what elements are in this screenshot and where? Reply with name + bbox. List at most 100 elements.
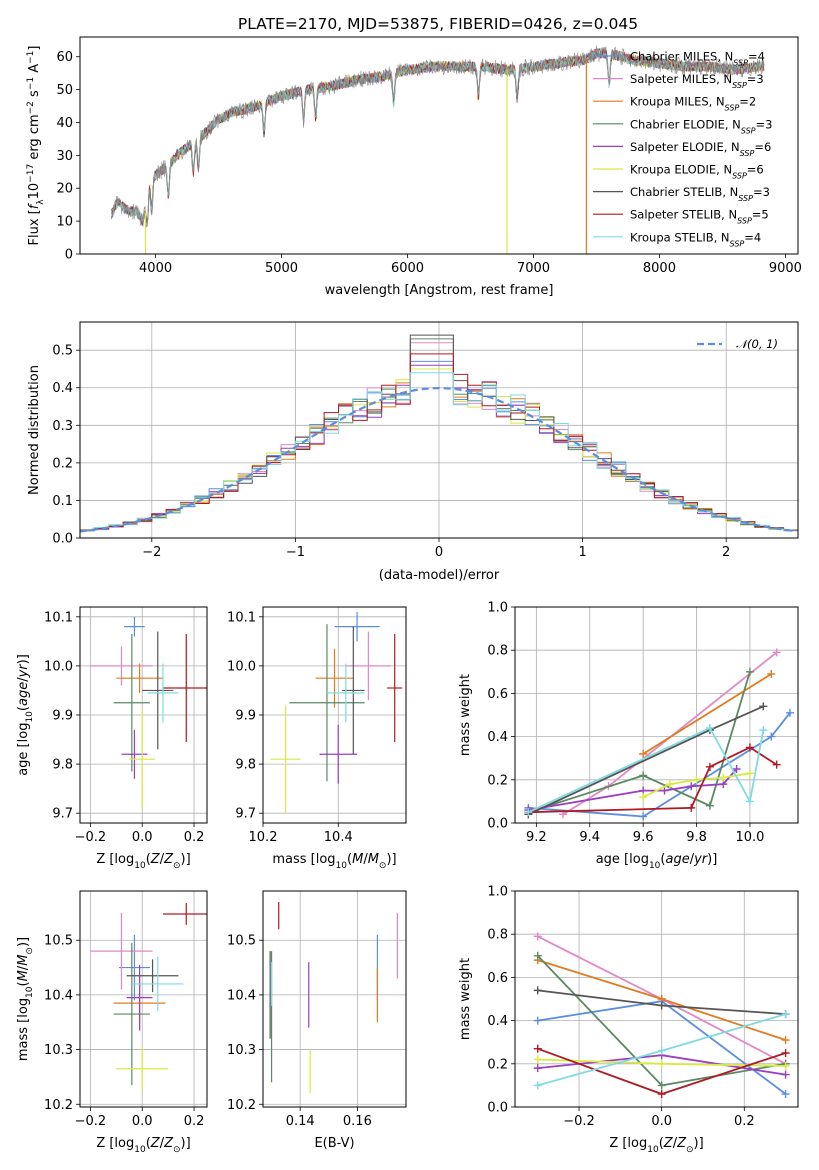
axes-frame: [79, 606, 208, 824]
y-tick-label: 1.0: [487, 885, 508, 900]
x-tick-label: −1: [286, 545, 305, 560]
series-marker: [705, 762, 714, 771]
y-tick-label: 10.0: [44, 659, 73, 674]
x-tick-label: 10.4: [324, 830, 353, 845]
x-tick-label: 6000: [391, 261, 424, 276]
series-marker: [657, 1046, 666, 1055]
legend-entry: Salpeter MILES, NSSP=3: [630, 72, 764, 90]
y-tick-label: 60: [56, 50, 73, 65]
series-marker: [732, 765, 741, 773]
x-tick-label: 8000: [643, 261, 676, 276]
series-marker: [533, 986, 542, 995]
y-axis-label: mass weight: [458, 674, 473, 756]
axes-frame: [262, 606, 407, 824]
x-tick-label: 0.0: [651, 1114, 672, 1129]
series-marker: [719, 773, 728, 782]
line-series-chabrier-miles: [528, 712, 791, 818]
y-axis-label: mass weight: [458, 958, 473, 1040]
x-tick-label: 0: [435, 545, 443, 560]
y-tick-label: 0.1: [52, 494, 73, 509]
y-tick-label: 0.8: [487, 928, 508, 943]
y-tick-label: 0.4: [52, 381, 73, 396]
x-tick-label: −0.2: [75, 830, 107, 845]
age-vs-Z-panel: −0.2 0.0 0.2 9.7 9.8 9.9 10.0 10.1: [44, 606, 208, 845]
series-marker: [533, 1044, 542, 1053]
x-axis-label: age [log10(age/yr)]: [596, 852, 718, 871]
series-marker: [687, 803, 696, 812]
y-tick-label: 9.7: [52, 807, 73, 822]
series-marker: [772, 760, 781, 769]
y-tick-label: 0.2: [487, 773, 508, 788]
y-tick-label: 9.9: [52, 709, 73, 724]
line-series-salpeter-elodie: [528, 768, 738, 811]
y-tick-label: 10.2: [227, 1098, 256, 1113]
series-marker: [772, 648, 781, 657]
y-tick-label: 20: [56, 182, 73, 197]
series-marker: [660, 786, 669, 795]
x-tick-label: 9.6: [633, 830, 654, 845]
plot-area: [111, 45, 765, 254]
x-tick-label: −0.2: [563, 1114, 595, 1129]
mass-weight-vs-age-panel: 9.2 9.4 9.6 9.8 10.0 0.0 0.2 0.4 0.6 0.8 1.0: [487, 601, 799, 845]
series-marker: [781, 1061, 790, 1070]
y-tick-label: 10.4: [44, 988, 73, 1003]
legend-entry: Kroupa MILES, NSSP=2: [630, 95, 756, 113]
series-marker: [759, 726, 768, 735]
series-marker: [745, 743, 754, 752]
plot-area: [524, 648, 794, 821]
series-marker: [785, 708, 794, 717]
series-marker: [533, 951, 542, 960]
series-marker: [657, 1090, 666, 1099]
y-tick-label: 0.6: [487, 687, 508, 702]
y-tick-label: 0.0: [52, 532, 73, 547]
x-tick-label: 9.2: [526, 830, 547, 845]
x-tick-label: 9.4: [579, 830, 600, 845]
series-marker: [705, 801, 714, 810]
y-tick-label: 0.8: [487, 644, 508, 659]
x-tick-label: 0.0: [132, 1114, 153, 1129]
x-axis-label: wavelength [Angstrom, rest frame]: [325, 283, 554, 298]
axes-frame: [514, 890, 799, 1108]
series-marker: [781, 1049, 790, 1057]
legend-entry: Chabrier MILES, NSSP=4: [630, 50, 765, 68]
y-tick-label: 0.0: [487, 1101, 508, 1116]
x-tick-label: 0.16: [343, 1114, 372, 1129]
line-series-chabrier-elodie: [528, 671, 751, 814]
x-tick-label: 10.0: [735, 830, 764, 845]
y-tick-label: 9.8: [52, 758, 73, 773]
legend-entry: Kroupa ELODIE, NSSP=6: [630, 163, 764, 181]
x-axis-label: (data-model)/error: [379, 568, 500, 583]
y-tick-label: 10.0: [227, 659, 256, 674]
x-tick-label: 0.14: [286, 1114, 315, 1129]
y-tick-label: 10.1: [227, 610, 256, 625]
x-tick-label: 10.2: [249, 830, 278, 845]
y-tick-label: 0.3: [52, 419, 73, 434]
x-tick-label: 9.8: [686, 830, 707, 845]
y-tick-label: 0.2: [52, 456, 73, 471]
y-tick-label: 10.3: [227, 1043, 256, 1058]
mass-weight-vs-Z-panel: −0.2 0.0 0.2 0.0 0.2 0.4 0.6 0.8 1.0: [487, 885, 799, 1129]
mass-vs-ebv-panel: 0.14 0.16 10.2 10.3 10.4 10.5: [227, 890, 407, 1129]
plot-area: [270, 611, 403, 814]
y-tick-label: 1.0: [487, 601, 508, 616]
legend-entry: Salpeter ELODIE, NSSP=6: [630, 140, 771, 158]
plot-area: [90, 903, 207, 1091]
legend-entry: Chabrier STELIB, NSSP=3: [630, 185, 770, 203]
series-marker: [524, 808, 533, 817]
y-tick-label: 10: [56, 215, 73, 230]
y-tick-label: 9.8: [235, 758, 256, 773]
y-tick-label: 0.0: [487, 817, 508, 832]
legend-entry: 𝒩(0, 1): [736, 337, 778, 351]
y-tick-label: 9.9: [235, 709, 256, 724]
series-marker: [705, 723, 714, 732]
y-tick-label: 40: [56, 116, 73, 131]
x-tick-label: −2: [142, 545, 161, 560]
spectrum-panel: 4000 5000 6000 7000 8000 9000 0 10 20 30 40 50 60 Cha…: [56, 36, 802, 276]
series-marker: [533, 1055, 542, 1064]
x-tick-label: 0.2: [184, 830, 205, 845]
legend-entry: Salpeter STELIB, NSSP=5: [630, 208, 769, 226]
y-tick-label: 10.1: [44, 610, 73, 625]
y-tick-label: 0: [65, 248, 73, 263]
x-tick-label: 5000: [265, 261, 298, 276]
